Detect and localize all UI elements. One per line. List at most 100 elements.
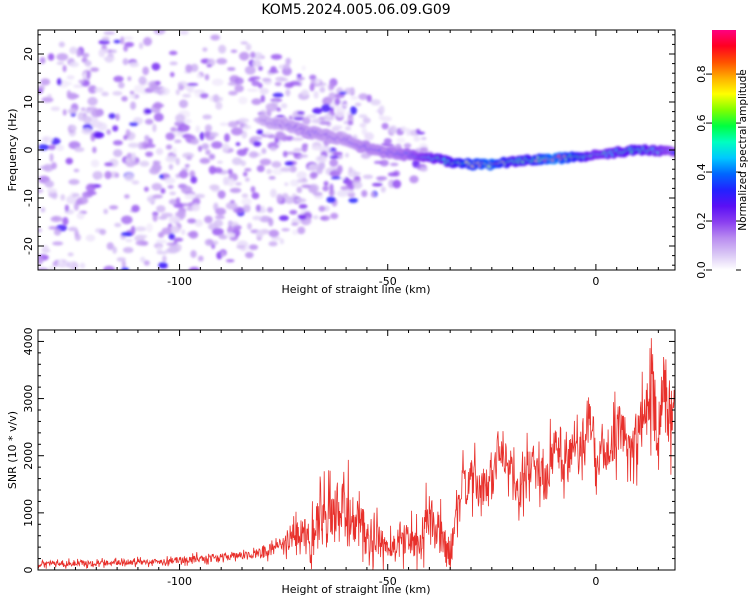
heatmap-cell (153, 101, 163, 110)
heatmap-cell (182, 203, 188, 207)
heatmap-cell (127, 76, 132, 82)
heatmap-cell (175, 113, 186, 123)
heatmap-cell (315, 155, 328, 164)
heatmap-cell (275, 131, 285, 140)
heatmap-cell (342, 103, 348, 107)
heatmap-cell (329, 158, 339, 167)
heatmap-cell (131, 152, 137, 162)
heatmap-cell (121, 267, 129, 270)
heatmap-cell (326, 99, 332, 103)
heatmap-cell (121, 215, 133, 225)
heatmap-cell (313, 90, 319, 99)
heatmap-cell (85, 234, 96, 242)
heatmap-cell (179, 30, 189, 35)
snr-y-ticks: 0 1000 2000 3000 4000 (22, 327, 675, 574)
heatmap-cell (241, 193, 249, 198)
heatmap-cell (87, 96, 98, 106)
heatmap-cell (169, 71, 175, 78)
heatmap-cell (293, 152, 302, 156)
heatmap-cell (68, 141, 81, 150)
heatmap-cell (106, 242, 114, 251)
heatmap-cell (227, 121, 239, 128)
heatmap-cell (122, 58, 129, 66)
heatmap-cell (258, 65, 263, 71)
x-tick-label: 0 (592, 275, 599, 288)
heatmap-cell (42, 245, 49, 254)
heatmap-cell (225, 202, 238, 210)
heatmap-cell (103, 31, 116, 35)
heatmap-cell (250, 186, 256, 193)
colorbar: 0.0 0.2 0.4 0.6 0.8 Normalized spectral ampl… (695, 30, 749, 279)
heatmap-cell (143, 37, 153, 46)
heatmap-cell (340, 185, 350, 191)
heatmap-cell (186, 82, 199, 87)
heatmap-cell (46, 188, 58, 194)
heatmap-cell (47, 93, 52, 98)
heatmap-cell (48, 226, 58, 230)
heatmap-cell (144, 118, 154, 125)
heatmap-cell (217, 160, 223, 164)
heatmap-cell (358, 93, 369, 100)
heatmap-cell (204, 130, 211, 138)
heatmap-cell (101, 91, 109, 97)
heatmap-cell (370, 99, 381, 106)
heatmap-cell (50, 215, 63, 223)
x-tick-label: -100 (167, 575, 192, 588)
heatmap-cell (271, 161, 282, 168)
x-tick-label: 0 (592, 575, 599, 588)
heatmap-cell (123, 135, 128, 141)
heatmap-cell (194, 219, 203, 227)
heatmap-cell (259, 87, 269, 95)
heatmap-cell (38, 267, 49, 270)
heatmap-cell (280, 103, 288, 109)
heatmap-cell (268, 70, 280, 74)
heatmap-cell (204, 73, 210, 81)
heatmap-cell (383, 138, 392, 145)
heatmap-cell (104, 56, 114, 63)
heatmap-cell (116, 257, 126, 262)
x-tick-label: -100 (167, 275, 192, 288)
heatmap-cell (252, 215, 263, 221)
heatmap-cell (296, 73, 302, 78)
heatmap-cell (74, 146, 85, 153)
heatmap-cell (244, 167, 252, 172)
heatmap-cell (296, 171, 307, 179)
heatmap-cell (190, 138, 199, 145)
heatmap-cell (298, 203, 308, 210)
heatmap-cell (346, 189, 355, 194)
heatmap-cell (69, 46, 78, 55)
heatmap-cell (326, 113, 332, 118)
heatmap-cell (125, 238, 133, 243)
heatmap-cell (153, 89, 164, 94)
heatmap-cell (114, 222, 122, 228)
heatmap-cell (227, 168, 233, 175)
heatmap-cell (78, 79, 85, 84)
heatmap-cell (248, 244, 259, 251)
heatmap-cell (76, 48, 82, 58)
heatmap-cell (302, 117, 311, 125)
heatmap-cell (354, 102, 362, 107)
heatmap-cell (113, 75, 124, 83)
heatmap-cell (124, 173, 135, 182)
heatmap-cell (343, 120, 348, 125)
heatmap-cell (276, 107, 281, 112)
heatmap-cell (98, 48, 106, 58)
heatmap-cell (266, 168, 272, 175)
heatmap-cell (192, 197, 201, 206)
heatmap-cell (344, 126, 352, 131)
heatmap-cell (270, 98, 283, 103)
heatmap-cell (58, 41, 65, 48)
heatmap-cell (56, 61, 65, 65)
heatmap-cell (256, 129, 264, 135)
heatmap-cell (135, 234, 148, 239)
heatmap-cell (389, 162, 399, 167)
heatmap-cell (284, 196, 295, 204)
heatmap-cell (332, 151, 343, 156)
heatmap-cell (321, 103, 331, 113)
heatmap-cell (289, 209, 298, 215)
heatmap-cell (260, 205, 265, 213)
heatmap-cell (103, 208, 109, 215)
spectrogram-x-label: Height of straight line (km) (281, 283, 430, 296)
heatmap-cell (92, 171, 103, 180)
heatmap-cell (301, 89, 309, 96)
